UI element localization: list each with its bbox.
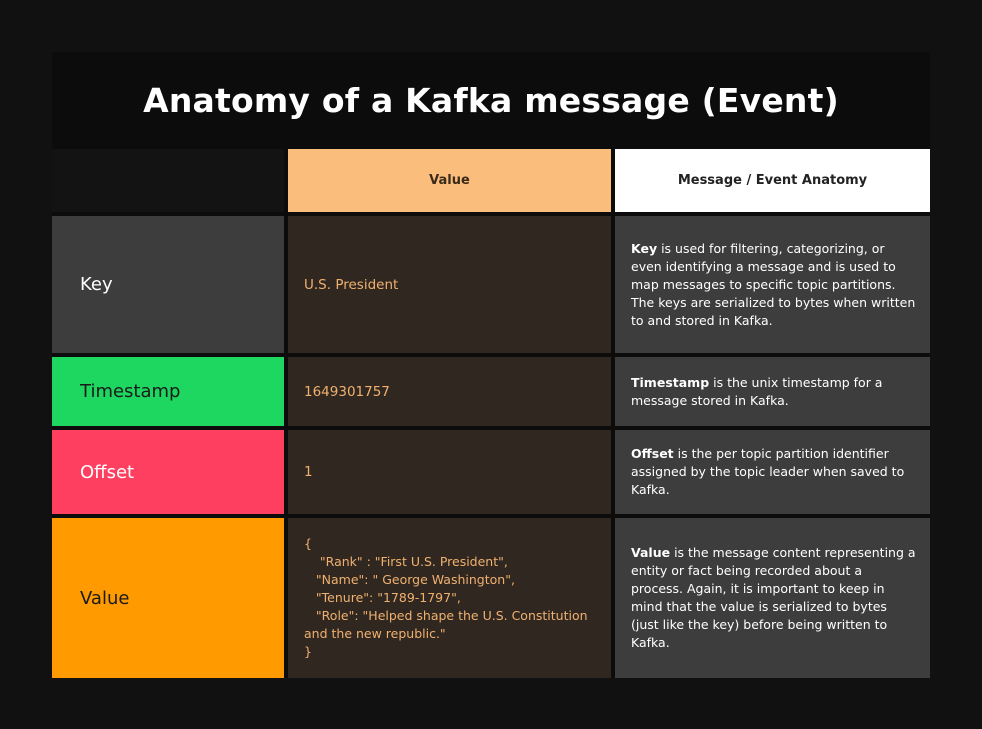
header-value: Value — [288, 149, 611, 212]
row-label-value: Value — [52, 518, 284, 678]
value-cell-value: { "Rank" : "First U.S. President", "Name… — [288, 518, 611, 678]
header-empty-cell — [52, 149, 284, 212]
value-json-text: { "Rank" : "First U.S. President", "Name… — [304, 536, 588, 659]
anatomy-term-value: Value — [631, 545, 671, 560]
page-title: Anatomy of a Kafka message (Event) — [143, 80, 839, 120]
value-cell-offset: 1 — [288, 430, 611, 514]
anatomy-text-offset: is the per topic partition identifier as… — [631, 446, 905, 497]
row-label-offset: Offset — [52, 430, 284, 514]
value-text-key: U.S. President — [304, 276, 399, 293]
anatomy-cell-value: Value is the message content representin… — [615, 518, 930, 678]
title-band: Anatomy of a Kafka message (Event) — [52, 52, 930, 148]
anatomy-cell-offset: Offset is the per topic partition identi… — [615, 430, 930, 514]
value-cell-timestamp: 1649301757 — [288, 357, 611, 426]
diagram-frame: Anatomy of a Kafka message (Event) Value… — [52, 52, 930, 678]
anatomy-term-offset: Offset — [631, 446, 674, 461]
anatomy-text-timestamp: is the unix timestamp for a message stor… — [631, 374, 883, 408]
value-text-timestamp: 1649301757 — [304, 383, 390, 400]
anatomy-term-key: Key — [631, 240, 658, 256]
row-label-timestamp: Timestamp — [52, 357, 284, 426]
anatomy-term-timestamp: Timestamp — [631, 374, 710, 390]
anatomy-cell-timestamp: Timestamp is the unix timestamp for a me… — [615, 357, 930, 426]
value-cell-key: U.S. President — [288, 216, 611, 353]
anatomy-text-key: is used for filtering, categorizing, or … — [631, 240, 916, 328]
header-anatomy: Message / Event Anatomy — [615, 149, 930, 212]
row-label-key: Key — [52, 216, 284, 353]
anatomy-cell-key: Key is used for filtering, categorizing,… — [615, 216, 930, 353]
value-text-offset: 1 — [304, 464, 313, 480]
anatomy-text-value: is the message content representing a en… — [631, 545, 916, 650]
